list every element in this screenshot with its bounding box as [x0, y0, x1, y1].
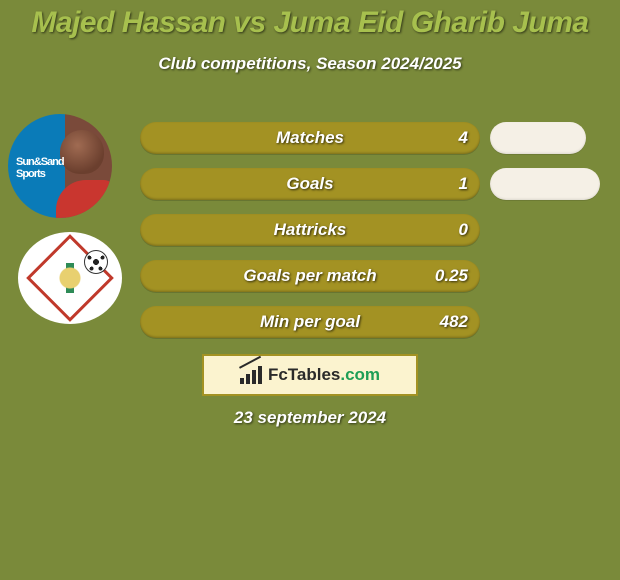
- stat-row-hattricks: Hattricks 0: [140, 214, 480, 246]
- stat-value-left: 1: [459, 174, 468, 194]
- stat-row-goals-per-match: Goals per match 0.25: [140, 260, 480, 292]
- stat-label: Hattricks: [274, 220, 347, 240]
- player1-avatar: Sun&SandSports: [8, 114, 112, 218]
- stat-row-matches: Matches 4: [140, 122, 480, 154]
- pill-goals-right: [490, 168, 600, 200]
- subtitle: Club competitions, Season 2024/2025: [0, 54, 620, 74]
- football-icon: [84, 250, 108, 274]
- right-value-pills: [490, 122, 600, 214]
- brand-text-suffix: .com: [340, 365, 380, 384]
- stat-value-left: 482: [440, 312, 468, 332]
- player1-sponsor-text: Sun&SandSports: [16, 156, 64, 180]
- brand-text: FcTables.com: [268, 365, 380, 385]
- page-title: Majed Hassan vs Juma Eid Gharib Juma: [0, 0, 620, 40]
- stats-bars: Matches 4 Goals 1 Hattricks 0 Goals per …: [140, 122, 480, 352]
- pill-matches-right: [490, 122, 586, 154]
- stat-value-left: 0.25: [435, 266, 468, 286]
- stat-value-left: 0: [459, 220, 468, 240]
- stat-row-min-per-goal: Min per goal 482: [140, 306, 480, 338]
- stat-label: Matches: [276, 128, 344, 148]
- stat-row-goals: Goals 1: [140, 168, 480, 200]
- club-badge-icon: [26, 234, 114, 322]
- stat-label: Goals: [286, 174, 333, 194]
- stat-label: Min per goal: [260, 312, 360, 332]
- player2-club-badge: [18, 232, 122, 324]
- chart-icon: [240, 366, 262, 384]
- stat-label: Goals per match: [243, 266, 376, 286]
- brand-text-main: FcTables: [268, 365, 340, 384]
- stat-value-left: 4: [459, 128, 468, 148]
- date-label: 23 september 2024: [0, 408, 620, 428]
- comparison-card: Majed Hassan vs Juma Eid Gharib Juma Clu…: [0, 0, 620, 580]
- brand-link[interactable]: FcTables.com: [202, 354, 418, 396]
